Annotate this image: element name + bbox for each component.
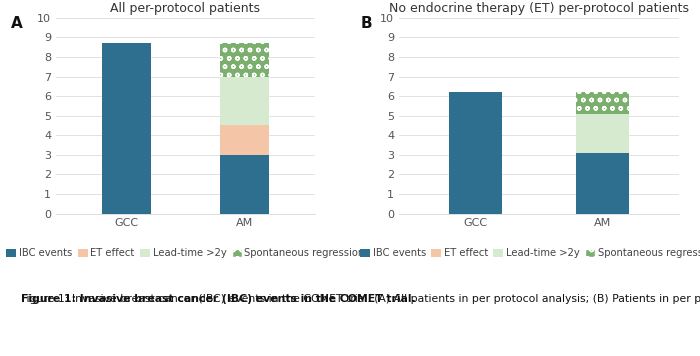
Bar — [220, 77, 269, 125]
Bar — [102, 43, 151, 214]
Bar — [220, 43, 269, 77]
Legend: IBC events, ET effect, Lead-time >2y, Spontaneous regression: IBC events, ET effect, Lead-time >2y, Sp… — [356, 244, 700, 262]
Bar — [220, 155, 269, 214]
Bar — [220, 125, 269, 155]
Text: Figure 1: Invasive breast cancer (IBC) events in the COMET trial. (A) All patien: Figure 1: Invasive breast cancer (IBC) e… — [21, 294, 700, 304]
Legend: IBC events, ET effect, Lead-time >2y, Spontaneous regression: IBC events, ET effect, Lead-time >2y, Sp… — [2, 244, 369, 262]
Bar — [576, 153, 629, 214]
Text: B: B — [360, 16, 372, 31]
Title: No endocrine therapy (ET) per-protocol patients: No endocrine therapy (ET) per-protocol p… — [389, 2, 689, 15]
Bar — [576, 114, 629, 153]
Bar — [449, 92, 502, 214]
Bar — [576, 92, 629, 114]
Bar — [576, 92, 629, 114]
Text: A: A — [10, 16, 22, 31]
Title: All per-protocol patients: All per-protocol patients — [111, 2, 260, 15]
Bar — [220, 43, 269, 77]
Text: Figure 1: Invasive breast cancer (IBC) events in the COMET trial.: Figure 1: Invasive breast cancer (IBC) e… — [21, 294, 416, 304]
